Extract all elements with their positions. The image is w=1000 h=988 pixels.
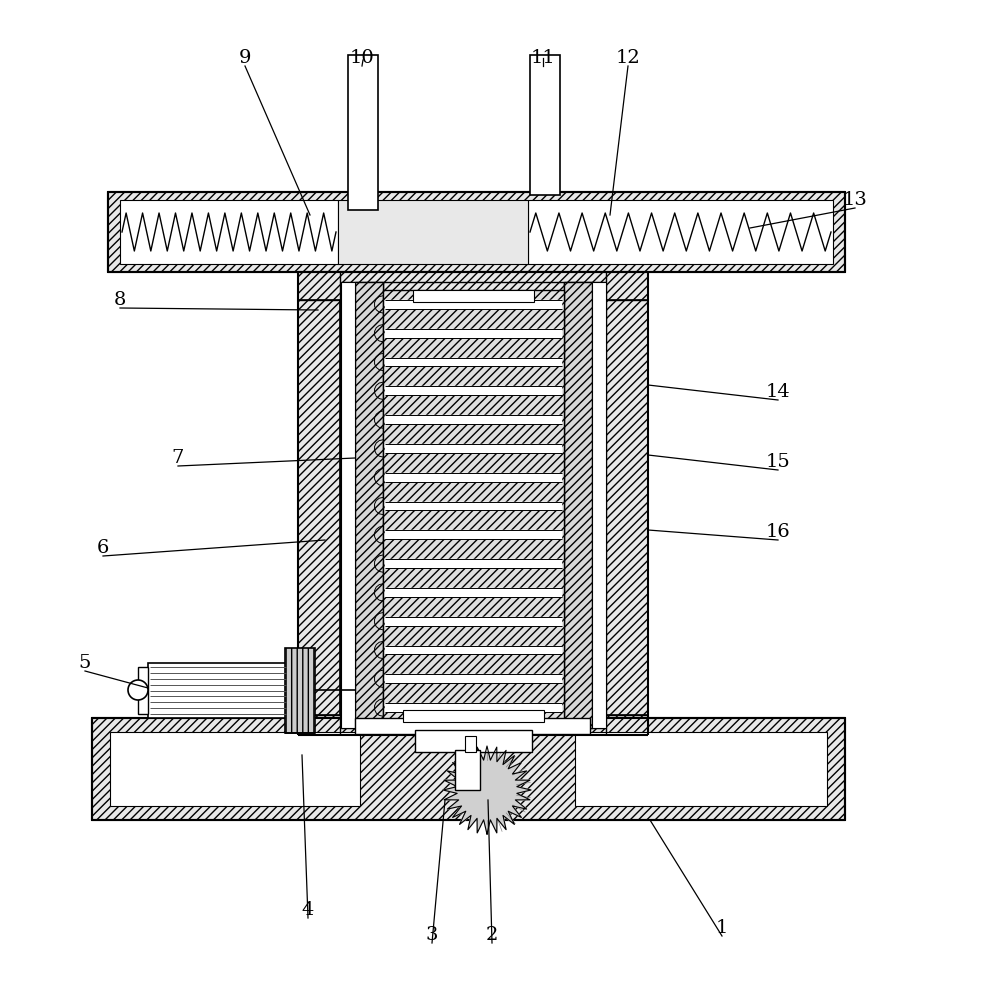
Bar — [403, 710, 544, 722]
Bar — [355, 718, 590, 734]
Bar — [138, 667, 148, 714]
Bar — [575, 732, 827, 806]
Text: 15: 15 — [766, 453, 790, 471]
Bar — [385, 358, 562, 367]
Bar — [385, 703, 562, 712]
Text: 12: 12 — [616, 49, 640, 67]
Text: 7: 7 — [172, 449, 184, 467]
Bar — [385, 588, 562, 597]
Bar — [385, 617, 562, 625]
Circle shape — [128, 680, 148, 700]
Bar — [385, 502, 562, 511]
Bar — [108, 192, 845, 272]
Bar — [385, 531, 562, 539]
Bar — [340, 300, 606, 715]
Bar — [385, 473, 562, 481]
Text: 2: 2 — [486, 926, 498, 944]
Text: 6: 6 — [97, 539, 109, 557]
Polygon shape — [443, 746, 531, 834]
Bar — [415, 730, 532, 752]
Bar — [592, 282, 606, 728]
Text: 5: 5 — [79, 654, 91, 672]
Bar — [385, 300, 562, 308]
Bar — [385, 675, 562, 683]
Bar — [285, 648, 315, 733]
Bar — [298, 715, 648, 735]
Bar — [110, 732, 360, 806]
Bar — [92, 718, 845, 820]
Text: 8: 8 — [114, 291, 126, 309]
Text: 1: 1 — [716, 919, 728, 937]
Bar — [120, 200, 338, 264]
Bar — [298, 272, 648, 300]
Text: 14: 14 — [766, 383, 790, 401]
Bar — [385, 386, 562, 395]
Bar — [385, 646, 562, 654]
Bar — [530, 55, 560, 195]
Text: 16: 16 — [766, 523, 790, 541]
Bar — [564, 282, 592, 728]
Bar — [383, 290, 564, 722]
Bar — [606, 272, 648, 735]
Bar — [385, 329, 562, 338]
Bar — [348, 55, 378, 210]
Text: 4: 4 — [302, 901, 314, 919]
Text: 13: 13 — [843, 191, 867, 209]
Bar — [385, 559, 562, 568]
Bar — [338, 200, 528, 264]
Bar — [455, 750, 480, 790]
Bar — [355, 282, 383, 728]
Bar — [465, 736, 476, 752]
Text: 9: 9 — [239, 49, 251, 67]
Bar — [413, 290, 534, 302]
Bar — [341, 282, 355, 728]
Bar — [298, 272, 340, 735]
Text: 3: 3 — [426, 926, 438, 944]
Text: 11: 11 — [531, 49, 555, 67]
Bar — [385, 444, 562, 453]
Text: 10: 10 — [350, 49, 374, 67]
Bar — [385, 415, 562, 424]
Bar — [528, 200, 833, 264]
Bar — [148, 663, 288, 718]
